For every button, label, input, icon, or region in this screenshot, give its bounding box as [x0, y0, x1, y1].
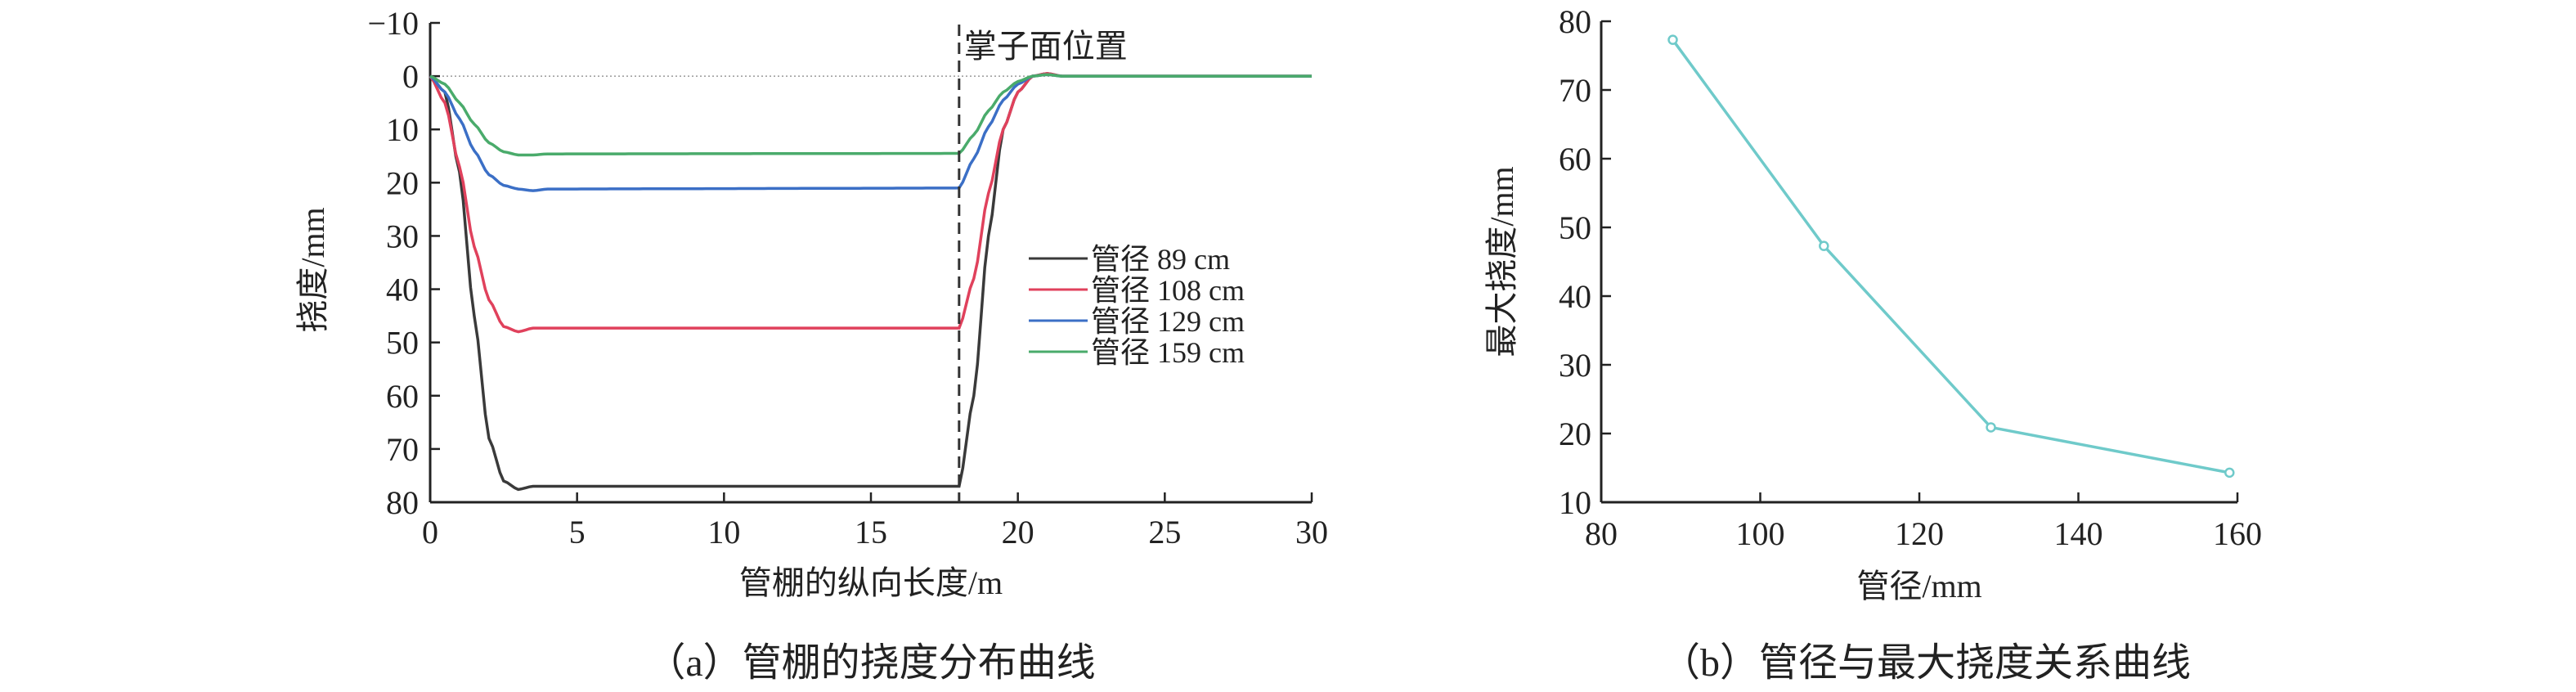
series-line-3 — [429, 73, 1313, 157]
chart-b-ylabel: 最大挠度/mm — [1483, 166, 1520, 357]
legend-label-1: 管径 108 cm — [1091, 274, 1245, 307]
data-point — [1667, 34, 1678, 45]
x-tick-label: 20 — [1002, 514, 1034, 550]
x-tick-label: 5 — [569, 514, 586, 550]
chart-a-xlabel: 管棚的纵向长度/m — [739, 564, 1003, 601]
y-tick-label: 80 — [1559, 3, 1591, 40]
y-tick-label: 40 — [1559, 278, 1591, 315]
series-line — [1672, 38, 2230, 474]
y-tick-label: 50 — [386, 325, 419, 362]
y-tick-label: 60 — [1559, 141, 1591, 177]
x-tick-label: 140 — [2054, 515, 2103, 552]
y-tick-label: 30 — [1559, 347, 1591, 384]
y-tick-label: 30 — [386, 218, 419, 254]
y-tick-label: 10 — [1559, 484, 1591, 521]
data-point — [1986, 422, 1996, 433]
y-tick-label: 70 — [1559, 72, 1591, 109]
x-tick-label: 160 — [2213, 515, 2262, 552]
x-tick-label: 120 — [1895, 515, 1944, 552]
x-tick-label: 80 — [1585, 515, 1618, 552]
data-point — [1819, 240, 1829, 251]
y-tick-label: 20 — [386, 164, 419, 201]
chart-a-ylabel: 挠度/mm — [294, 207, 331, 332]
legend-label-3: 管径 159 cm — [1091, 336, 1245, 369]
x-tick-label: 15 — [855, 514, 887, 550]
tunnel-face-annotation: 掌子面位置 — [964, 28, 1128, 65]
y-tick-label: 20 — [1559, 416, 1591, 452]
y-tick-label: 0 — [402, 58, 419, 95]
x-tick-label: 30 — [1295, 514, 1328, 550]
y-tick-label: 80 — [386, 484, 419, 521]
x-tick-label: 10 — [707, 514, 740, 550]
chart-a-caption: （a）管棚的挠度分布曲线 — [646, 641, 1095, 685]
y-tick-label: 10 — [386, 111, 419, 148]
x-tick-label: 100 — [1736, 515, 1785, 552]
x-tick-label: 0 — [422, 514, 438, 550]
legend-label-0: 管径 89 cm — [1091, 243, 1230, 276]
x-tick-label: 25 — [1148, 514, 1181, 550]
chart-b-xlabel: 管径/mm — [1856, 568, 1981, 604]
y-tick-label: 60 — [386, 378, 419, 415]
y-tick-label: 50 — [1559, 209, 1591, 246]
data-point — [2224, 467, 2235, 479]
y-tick-label: −10 — [367, 5, 419, 42]
chart-b-diameter-vs-max-deflection: 10 20 30 40 50 60 70 80 80 100 120 140 160 — [1559, 3, 2262, 552]
series-line-2 — [429, 73, 1313, 192]
y-tick-label: 70 — [386, 431, 419, 468]
y-tick-label: 40 — [386, 272, 419, 308]
legend-label-2: 管径 129 cm — [1091, 305, 1245, 338]
chart-b-caption: （b）管径与最大挠度关系曲线 — [1661, 641, 2191, 685]
